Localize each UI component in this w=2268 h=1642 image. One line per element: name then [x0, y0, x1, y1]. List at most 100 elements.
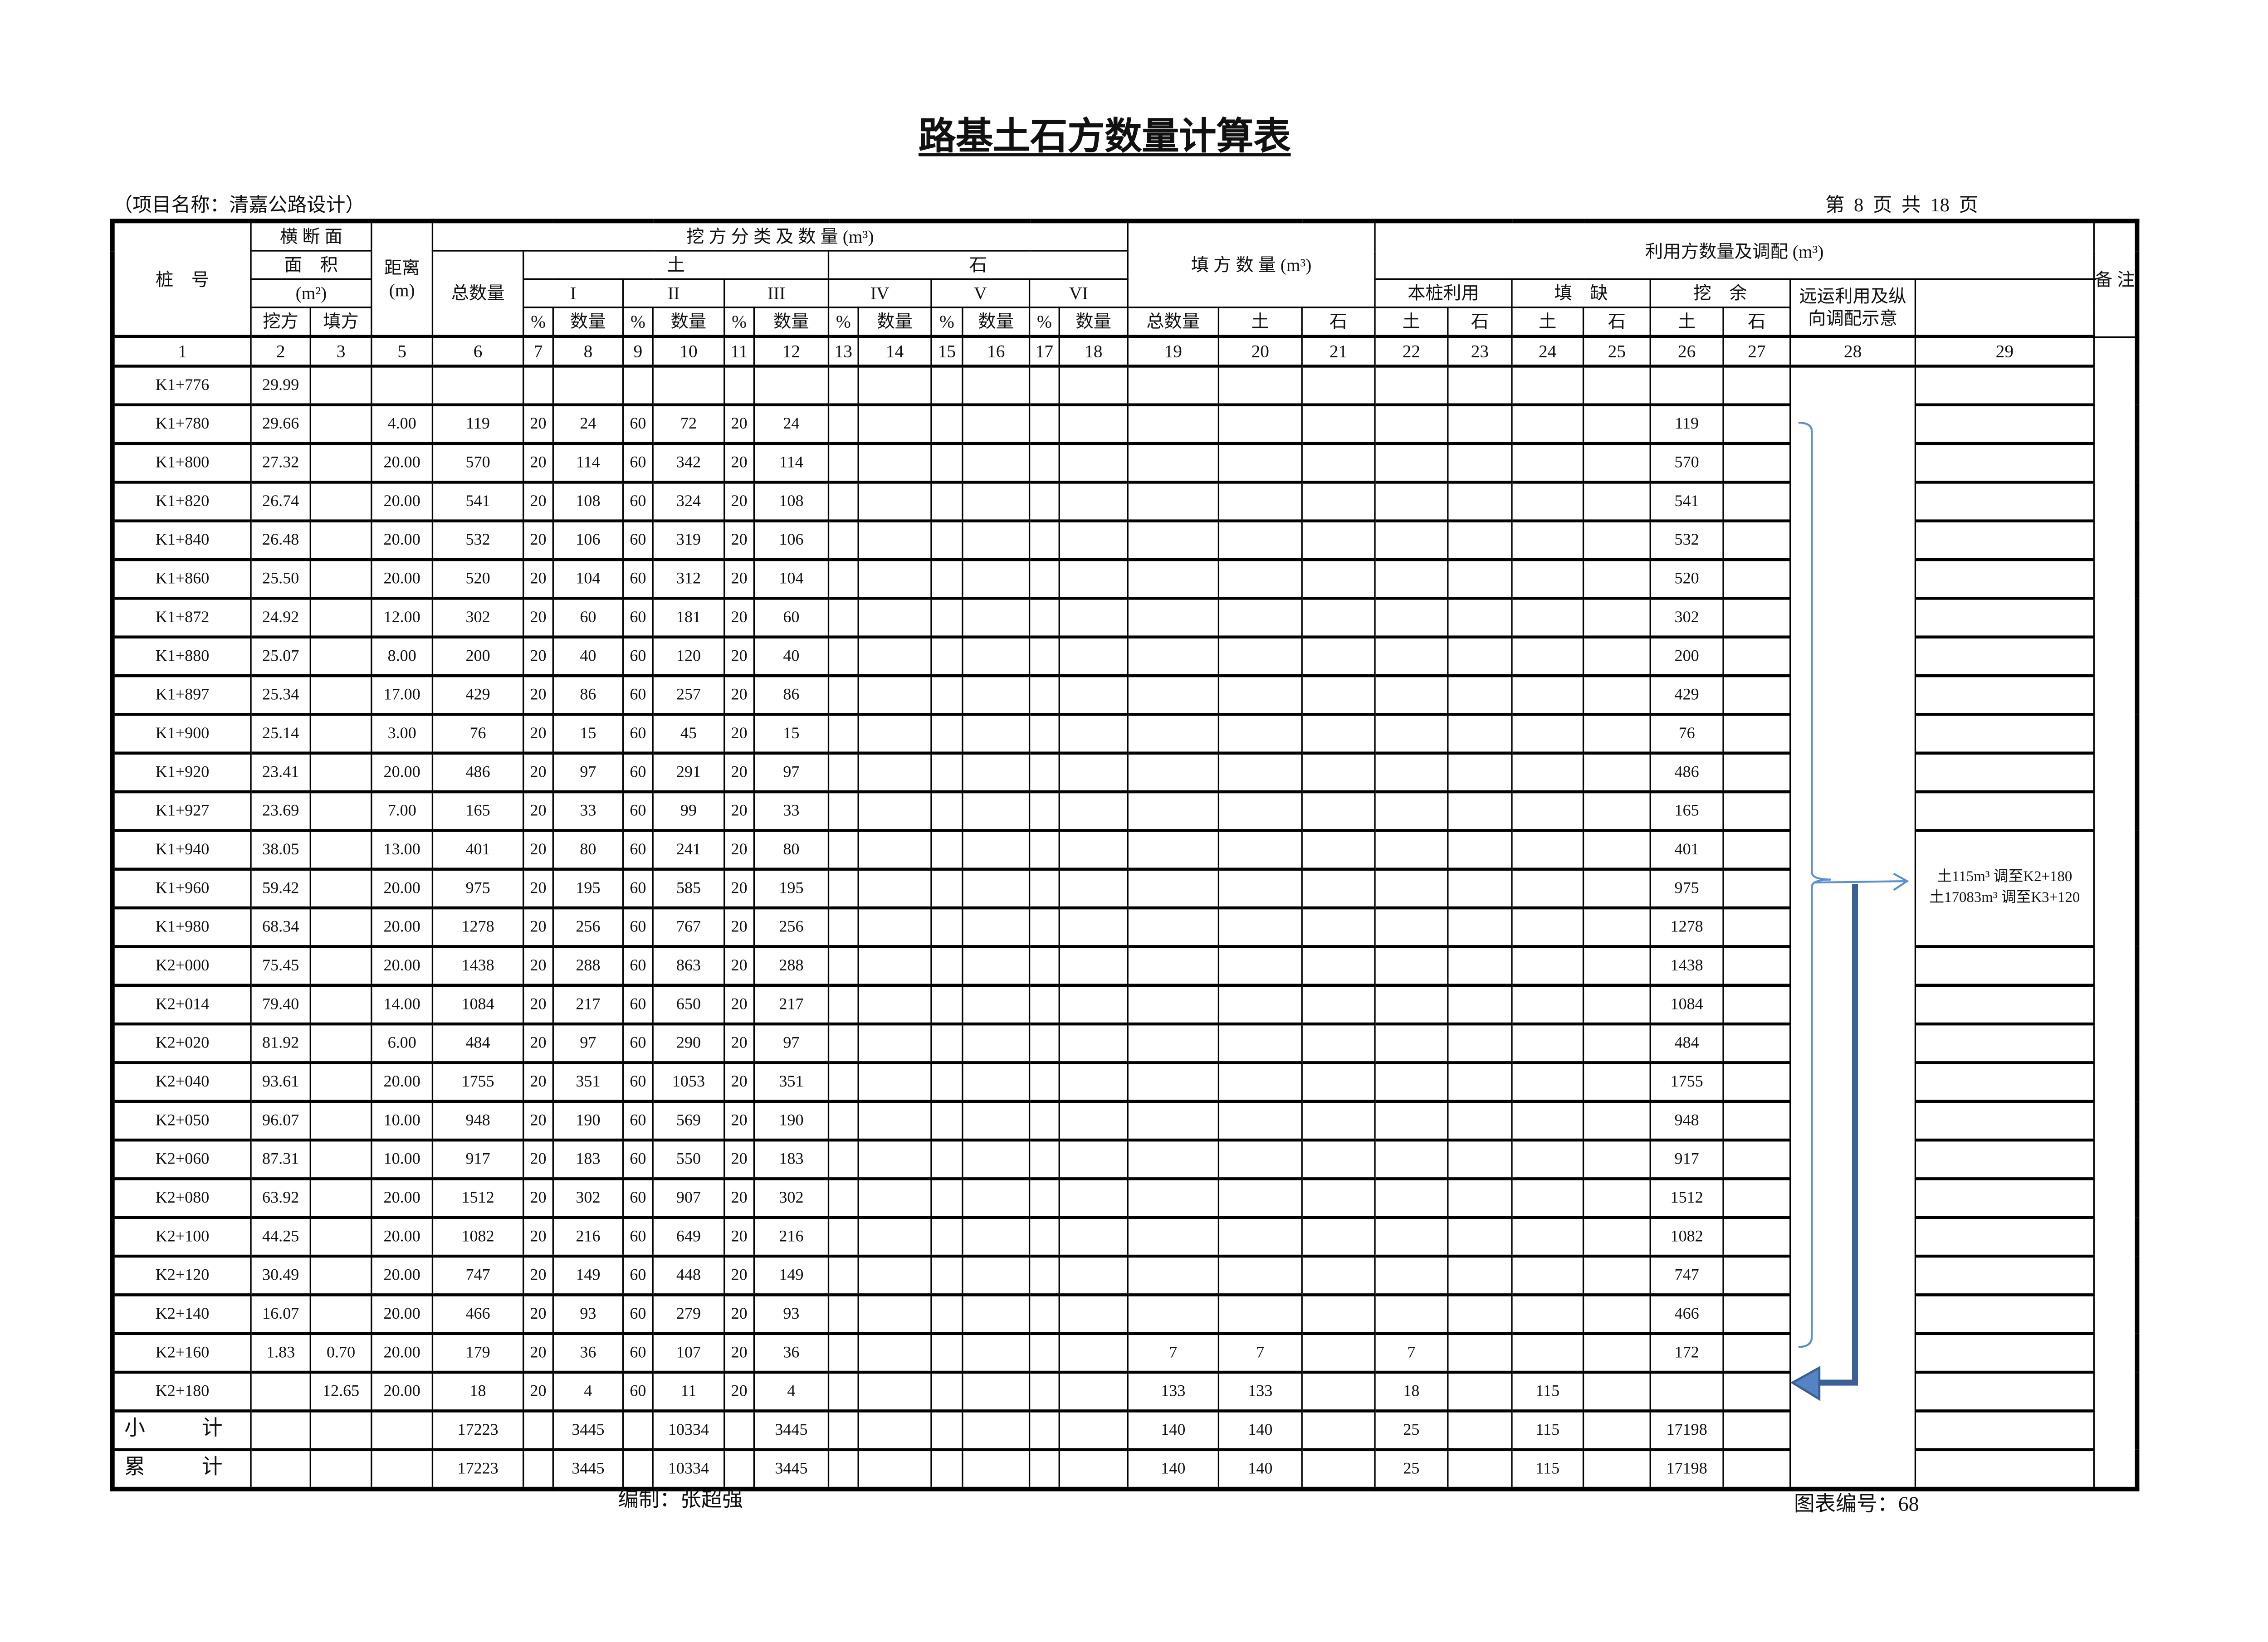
value-cell: [1028, 790, 1060, 832]
value-cell: 256: [552, 906, 624, 948]
value-cell: [930, 945, 963, 986]
value-cell: [930, 674, 963, 716]
value-cell: [1447, 1061, 1513, 1102]
value-cell: [1582, 945, 1651, 986]
value-cell: [1301, 481, 1376, 522]
value-cell: 20: [723, 984, 755, 1025]
value-cell: 36: [753, 1332, 830, 1373]
remark-cell: [1914, 1177, 2095, 1218]
value-cell: [1028, 1061, 1060, 1102]
table-row: K2+020 81.92 6.00 484 20 97 60 290 20 97 484: [112, 1022, 2137, 1064]
value-cell: 17198: [1649, 1448, 1724, 1490]
value-cell: [1447, 558, 1513, 599]
column-number: 2: [250, 335, 311, 367]
value-cell: 60: [622, 751, 654, 793]
value-cell: 60: [622, 558, 654, 599]
value-cell: [1028, 751, 1060, 793]
value-cell: 1084: [1649, 984, 1724, 1025]
value-cell: [1058, 790, 1129, 832]
value-cell: [309, 751, 372, 793]
value-cell: 17223: [431, 1448, 524, 1490]
value-cell: 172: [1649, 1332, 1724, 1373]
value-cell: [1447, 1448, 1513, 1490]
value-cell: 60: [622, 1254, 654, 1296]
value-cell: 20: [723, 519, 755, 560]
remark-cell: [1914, 597, 2095, 638]
value-cell: [962, 829, 1031, 870]
value-cell: [250, 1409, 311, 1451]
value-cell: 20: [523, 1022, 554, 1064]
remark-cell: 土115m³ 调至K2+180 土17083m³ 调至K3+120: [1914, 829, 2095, 948]
value-cell: 520: [1649, 558, 1724, 599]
value-cell: [827, 790, 859, 832]
value-cell: 1438: [1649, 945, 1724, 986]
value-cell: 60: [622, 519, 654, 560]
value-cell: 541: [1649, 481, 1724, 522]
value-cell: [1028, 984, 1060, 1025]
value-cell: 484: [1649, 1022, 1724, 1064]
header-fill-qty: 填 方 数 量 (m³): [1127, 220, 1376, 308]
page-title: 路基土石方数量计算表: [0, 107, 2209, 161]
table-row: K2+014 79.40 14.00 1084 20 217 60 650 20 217 1084: [112, 984, 2137, 1025]
value-cell: [930, 1332, 963, 1373]
value-cell: 10.00: [371, 1138, 434, 1180]
value-cell: 60: [622, 597, 654, 638]
value-cell: [1582, 403, 1651, 444]
value-cell: 20: [523, 519, 554, 560]
value-cell: [827, 945, 859, 986]
value-cell: 183: [753, 1138, 830, 1180]
value-cell: 1512: [431, 1177, 524, 1218]
value-cell: [1301, 751, 1376, 793]
value-cell: 3445: [753, 1409, 830, 1451]
value-cell: 93: [552, 1293, 624, 1335]
value-cell: [1058, 1409, 1129, 1451]
value-cell: 907: [652, 1177, 725, 1218]
value-cell: 24.92: [250, 597, 311, 638]
column-number: 26: [1649, 335, 1724, 367]
value-cell: [1511, 829, 1584, 870]
value-cell: [1582, 519, 1651, 560]
value-cell: [1447, 442, 1513, 483]
value-cell: [827, 1254, 859, 1296]
value-cell: [1058, 1448, 1129, 1490]
value-cell: 140: [1217, 1409, 1303, 1451]
value-cell: [1217, 1254, 1303, 1296]
value-cell: [1301, 597, 1376, 638]
value-cell: [552, 365, 624, 406]
value-cell: [930, 1409, 963, 1451]
station-cell: K1+980: [112, 906, 252, 948]
header-class-3: III: [723, 278, 830, 308]
value-cell: 14.00: [371, 984, 434, 1025]
value-cell: 60: [622, 906, 654, 948]
value-cell: [309, 1061, 372, 1102]
value-cell: [1217, 365, 1303, 406]
table-row: K2+160 1.83 0.70 20.00 179 20 36 60 107 20 36 7 7 7 17…: [112, 1332, 2137, 1373]
header-pct: %: [523, 307, 554, 337]
value-cell: [1028, 1100, 1060, 1141]
value-cell: [857, 1370, 932, 1412]
editor: 编制：张超强: [618, 1490, 743, 1512]
value-cell: [309, 442, 372, 483]
value-cell: 401: [1649, 829, 1724, 870]
value-cell: 20: [723, 597, 755, 638]
value-cell: [309, 945, 372, 986]
value-cell: [1374, 1177, 1449, 1218]
value-cell: [1217, 481, 1303, 522]
value-cell: [1028, 558, 1060, 599]
station-cell: K2+080: [112, 1177, 252, 1218]
value-cell: [1722, 365, 1791, 406]
value-cell: [930, 867, 963, 909]
value-cell: [827, 1448, 859, 1490]
value-cell: [1722, 558, 1791, 599]
value-cell: 17223: [431, 1409, 524, 1451]
value-cell: [1582, 442, 1651, 483]
value-cell: 20: [723, 1061, 755, 1102]
value-cell: [827, 442, 859, 483]
value-cell: 86: [753, 674, 830, 716]
value-cell: [1058, 674, 1129, 716]
value-cell: [1582, 867, 1651, 909]
value-cell: [1447, 713, 1513, 754]
value-cell: [1447, 403, 1513, 444]
value-cell: [1511, 597, 1584, 638]
value-cell: 302: [753, 1177, 830, 1218]
